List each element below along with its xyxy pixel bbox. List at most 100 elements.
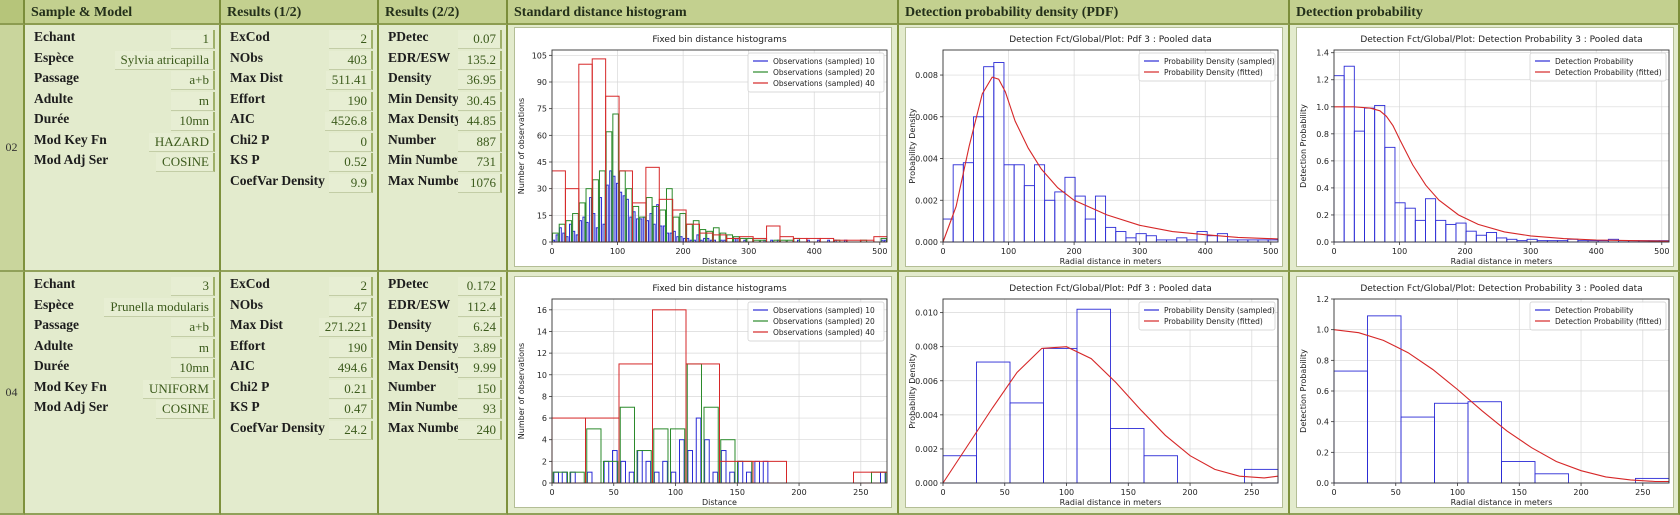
header-distance-histogram[interactable]: Standard distance histogram [508,0,899,25]
legend [1529,52,1667,82]
field-value[interactable]: 0.07 [458,30,502,49]
x-tick-label: 300 [741,247,756,256]
detection-prob-cell: 0 50 100 150 200 250 0.0 0.2 0.4 0.6 0.8 1.0 1.2 Dete… [1290,272,1680,515]
header-results-2[interactable]: Results (2/2) [379,0,508,25]
field-value[interactable]: 0.52 [329,153,373,172]
field-value[interactable]: 731 [458,153,502,172]
field-value[interactable]: HAZARD [148,132,215,152]
sample-model-cell: Echant 3 Espèce Prunella modularis Passage a+… [25,272,221,515]
field-value[interactable]: a+b [171,71,215,90]
field-value[interactable]: 44.85 [458,112,502,131]
plot-frame [551,298,888,484]
field-label: Density [388,317,432,332]
chart-title: Detection Fct/Global/Plot: Detection Pro… [1360,35,1642,45]
y-tick-label: 0.8 [1316,356,1329,365]
field-value[interactable]: 1 [171,30,215,49]
field-value[interactable]: COSINE [156,400,215,419]
field-value[interactable]: 0.172 [458,277,502,296]
results-2-cell: PDetec 0.07 EDR/ESW 135.2 Density 36.95 Min De… [379,25,508,272]
y-tick-label: 75 [537,105,547,114]
results-1-cell: ExCod 2 NObs 47 Max Dist 271.221 Effort 190 AIC 4… [221,272,379,515]
field-value[interactable]: 10mn [171,112,215,131]
field-value[interactable]: COSINE [156,153,215,172]
legend-entry: Detection Probability [1555,57,1634,66]
header-results-1[interactable]: Results (1/2) [221,0,379,25]
row-id[interactable]: 02 [0,25,25,272]
field-value[interactable]: 4526.8 [325,112,373,131]
field-value[interactable]: 2 [329,277,373,296]
field-label: Passage [34,70,79,85]
field-value[interactable]: 3.89 [458,338,502,358]
field-value[interactable]: 30.45 [458,91,502,111]
field-label: Max Density [388,111,462,126]
field-label: PDetec [388,29,429,44]
field-value[interactable]: a+b [171,318,215,337]
x-tick-label: 0 [940,247,945,256]
field-value[interactable]: 190 [329,338,373,358]
distance-histogram-chart[interactable]: 0 50 100 150 200 250 0 2 4 6 8 10 12 14 16 Fixed bin di… [514,276,892,508]
y-tick-label: 0.002 [915,196,938,205]
field-value[interactable]: 36.95 [458,71,502,90]
field-value[interactable]: 9.9 [329,173,373,193]
row-id[interactable]: 04 [0,272,25,515]
field-value[interactable]: 3 [171,277,215,296]
field-value[interactable]: 150 [458,379,502,399]
field-value[interactable]: 6.24 [458,318,502,337]
chart-title: Fixed bin distance histograms [652,35,787,45]
header-pdf[interactable]: Detection probability density (PDF) [899,0,1290,25]
x-tick-label: 250 [853,488,868,497]
field-value[interactable]: 190 [329,91,373,111]
field-value[interactable]: 0.21 [329,379,373,399]
field-value[interactable]: 47 [329,297,373,317]
field-value[interactable]: UNIFORM [143,379,215,399]
x-axis-label: Distance [702,498,737,507]
chart-title: Fixed bin distance histograms [652,284,787,294]
detection-probability-chart[interactable]: 0 100 200 300 400 500 0.0 0.2 0.4 0.6 0.8 1.0 1.2 1.4… [1296,27,1674,267]
field-value[interactable]: m [171,338,215,358]
field-value[interactable]: 271.221 [318,318,373,337]
header-sample-model[interactable]: Sample & Model [25,0,221,25]
field-value[interactable]: 135.2 [458,50,502,70]
field-value[interactable]: 93 [458,400,502,419]
field-row: Max Density 44.85 [379,110,506,131]
field-label: Adulte [34,90,74,106]
y-tick-label: 45 [537,158,547,167]
field-row: Min Number 93 [379,398,506,419]
field-value[interactable]: 511.41 [325,71,373,90]
x-tick-label: 100 [1450,488,1465,497]
field-row: KS P 0.52 [221,151,377,172]
histogram-cell: 0 100 200 300 400 500 0 15 30 45 60 75 90 105 Fixed bi… [508,25,899,272]
field-value[interactable]: 9.99 [458,359,502,378]
field-row: NObs 47 [221,296,377,317]
field-value[interactable]: 494.6 [329,359,373,378]
field-value[interactable]: 10mn [171,359,215,378]
field-value[interactable]: Sylvia atricapilla [114,50,215,70]
y-axis-label: Probability Density [908,108,917,184]
legend-entry: Detection Probability (fitted) [1555,68,1662,77]
field-value[interactable]: 24.2 [329,420,373,440]
field-value[interactable]: 240 [458,420,502,440]
field-value[interactable]: 112.4 [458,297,502,317]
field-value[interactable]: Prunella modularis [104,297,215,317]
y-tick-label: 0 [542,238,547,247]
detection-probability-chart[interactable]: 0 50 100 150 200 250 0.0 0.2 0.4 0.6 0.8 1.0 1.2 Dete… [1296,276,1674,508]
field-row: Durée 10mn [25,110,219,131]
legend [1138,52,1276,82]
field-value[interactable]: 1076 [458,173,502,193]
field-value[interactable]: 887 [458,132,502,152]
field-value[interactable]: m [171,91,215,111]
field-value[interactable]: 0.47 [329,400,373,419]
field-value[interactable]: 2 [329,30,373,49]
field-label: Mod Adj Ser [34,399,109,414]
pdf-chart[interactable]: 0 50 100 150 200 250 0.000 0.002 0.004 0.006 0.008… [905,276,1283,508]
header-detection-probability[interactable]: Detection probability [1290,0,1680,25]
field-value[interactable]: 0 [329,132,373,152]
x-tick-label: 400 [807,247,822,256]
distance-histogram-chart[interactable]: 0 100 200 300 400 500 0 15 30 45 60 75 90 105 Fixed bi… [514,27,892,267]
field-label: Max Number [388,172,466,188]
y-tick-label: 14 [537,327,547,336]
field-row: NObs 403 [221,49,377,70]
pdf-chart[interactable]: 0 100 200 300 400 500 0.000 0.002 0.004 0.006 0.00… [905,27,1283,267]
legend-entry: Probability Density (sampled) [1164,306,1275,315]
field-value[interactable]: 403 [329,50,373,70]
